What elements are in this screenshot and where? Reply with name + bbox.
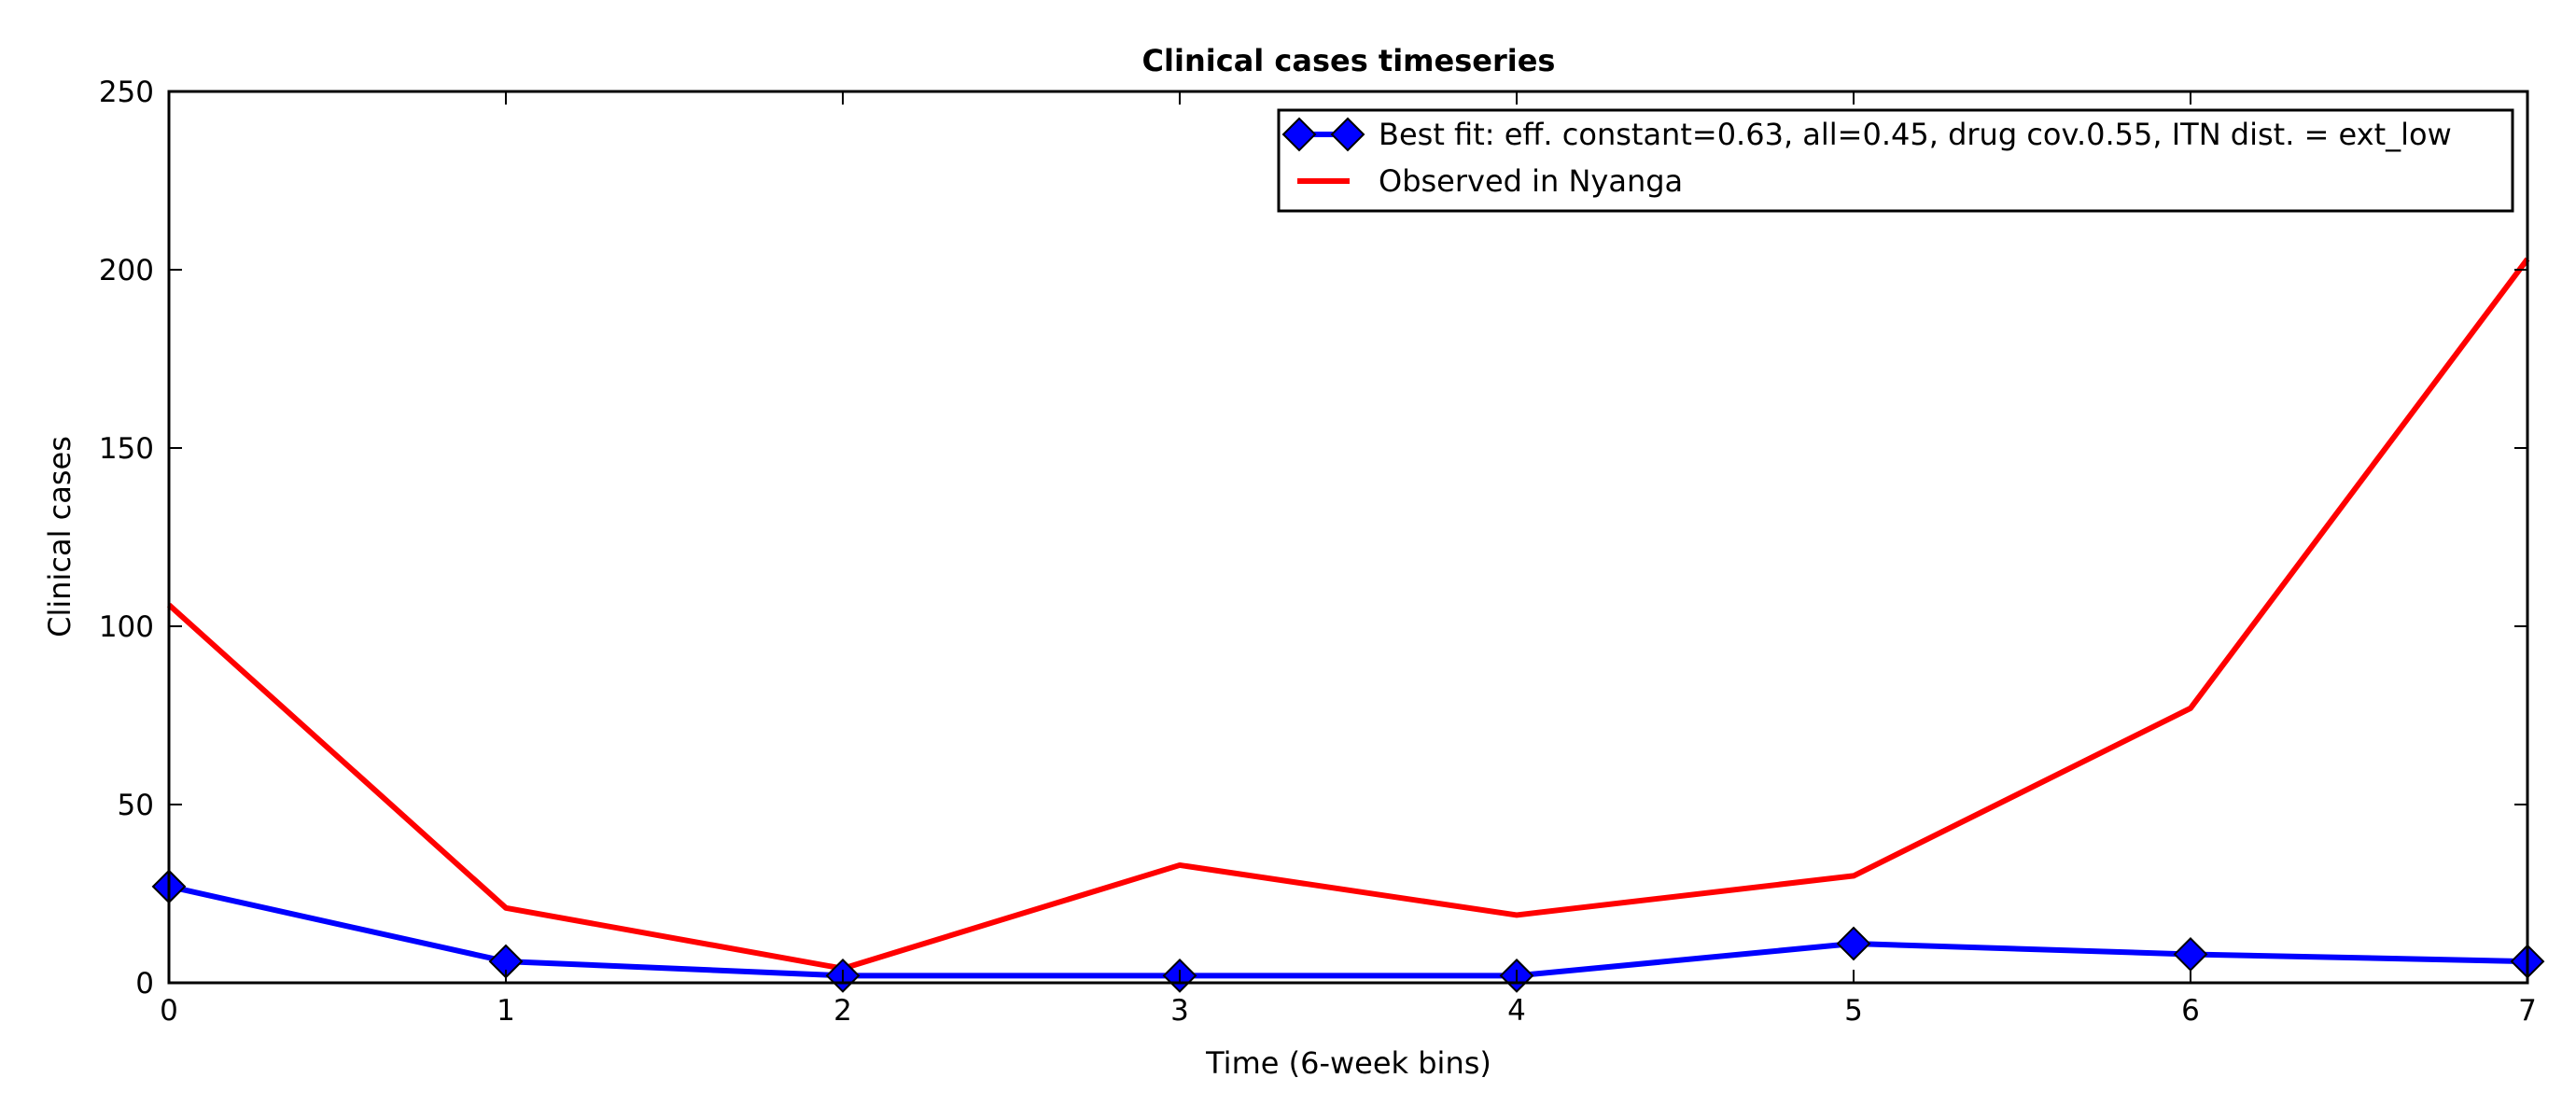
x-tick-label: 7 xyxy=(2518,994,2537,1028)
data-point-best-fit xyxy=(1836,926,1871,961)
legend-label-observed: Observed in Nyanga xyxy=(1379,163,1683,199)
series-line-best-fit xyxy=(168,883,2528,979)
legend-frame xyxy=(1277,108,2514,213)
y-tick-label: 250 xyxy=(99,76,154,109)
legend-swatch-best-fit-marker-left xyxy=(1281,117,1317,152)
x-tick-label: 6 xyxy=(2181,994,2200,1028)
axis-ticks: 0 1 2 3 4 5 6 7 0 50 100 150 200 250 xyxy=(99,76,2537,1028)
legend-entry-best-fit: Best fit: eff. constant=0.63, all=0.45, … xyxy=(1281,117,2452,152)
x-tick-label: 4 xyxy=(1507,994,1526,1028)
chart-title: Clinical cases timeseries xyxy=(1142,43,1556,78)
axes-frame xyxy=(167,90,2529,985)
y-axis-label: Clinical cases xyxy=(42,436,77,637)
y-tick-label: 50 xyxy=(118,789,154,822)
x-tick-label: 0 xyxy=(160,994,178,1028)
x-tick-label: 5 xyxy=(1844,994,1863,1028)
y-tick-label: 200 xyxy=(99,254,154,287)
series-line-observed xyxy=(166,257,2530,972)
legend-swatch-best-fit-marker-right xyxy=(1330,117,1365,152)
x-tick-label: 2 xyxy=(833,994,852,1028)
legend: Best fit: eff. constant=0.63, all=0.45, … xyxy=(1277,108,2514,213)
x-tick-label: 1 xyxy=(497,994,515,1028)
x-tick-label: 3 xyxy=(1170,994,1189,1028)
y-tick-label: 0 xyxy=(135,967,154,1001)
legend-entry-observed: Observed in Nyanga xyxy=(1297,163,1683,199)
x-axis-label: Time (6-week bins) xyxy=(1205,1045,1491,1081)
legend-label-best-fit: Best fit: eff. constant=0.63, all=0.45, … xyxy=(1379,117,2452,152)
y-tick-label: 100 xyxy=(99,610,154,644)
y-tick-label: 150 xyxy=(99,432,154,466)
